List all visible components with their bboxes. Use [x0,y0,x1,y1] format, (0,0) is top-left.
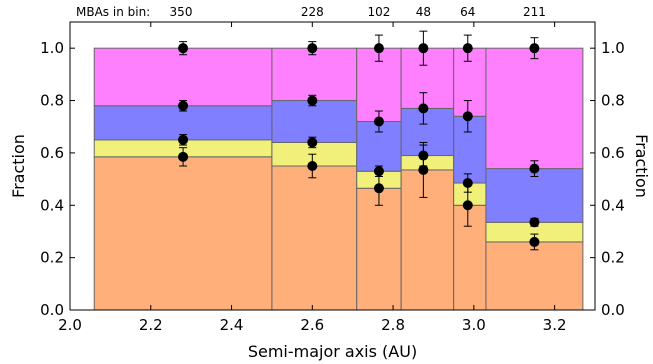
y-tick-label-left: 0.2 [40,249,64,267]
data-point-10 [373,166,384,177]
x-tick-label: 2.4 [220,316,244,334]
bin-count-label: 211 [523,5,546,19]
bar-segment-1-1 [93,156,273,311]
x-tick-label: 2.2 [139,316,163,334]
bar-segment-2-1 [271,165,358,311]
data-point-5 [307,161,318,171]
y-tick-label-left: 0.8 [40,92,64,110]
bar-segment-1-4 [93,47,273,107]
data-point-14 [418,150,429,161]
data-point-22 [529,217,540,228]
axis-ticks [69,22,595,311]
data-point-16 [418,43,429,54]
data-point-6 [307,137,318,148]
data-point-18 [462,178,473,189]
data-point-19 [462,111,473,122]
bar-segment-6-1 [485,241,584,311]
x-tick-label: 3.0 [462,316,486,334]
bar-segment-3-1 [356,187,402,311]
data-point-15 [418,103,429,114]
y-tick-label-right: 1.0 [601,39,625,57]
y-tick-label-left: 0.4 [40,196,64,214]
data-point-7 [307,95,318,106]
data-point-3 [178,100,189,111]
data-point-12 [373,43,384,54]
stacked-bars [93,47,584,311]
x-axis-title: Semi-major axis (AU) [248,342,417,361]
bar-segment-4-4 [400,47,455,109]
bar-segment-4-3 [400,107,455,157]
y-tick-label-right: 0.0 [601,301,625,319]
data-point-17 [462,200,473,211]
bin-count-label: 48 [416,5,431,19]
x-tick-label: 2.0 [58,316,82,334]
y-axis-title-right: Fraction [632,134,651,198]
y-tick-label-left: 1.0 [40,39,64,57]
bar-segment-2-4 [271,47,358,102]
data-point-2 [178,134,189,145]
data-point-13 [418,164,429,175]
bar-segment-5-4 [453,47,487,117]
bar-segment-5-1 [453,204,487,311]
bar-segment-5-3 [453,115,487,184]
data-point-8 [307,43,318,54]
data-point-11 [373,116,384,127]
x-tick-label: 3.2 [543,316,567,334]
x-tick-label: 2.8 [381,316,405,334]
bin-count-label: 102 [367,5,390,19]
top-annotations: MBAs in bin: 350 228 102 48 64 211 [76,5,546,19]
top-annotation-prefix: MBAs in bin: [76,5,150,19]
y-tick-label-right: 0.8 [601,92,625,110]
y-axis-title-left: Fraction [9,134,28,198]
bin-count-label: 64 [460,5,475,19]
data-point-20 [462,43,473,54]
bar-segment-4-1 [400,169,455,311]
bar-segment-6-3 [485,168,584,223]
data-point-1 [178,151,189,162]
data-point-24 [529,43,540,54]
bar-segment-6-4 [485,47,584,170]
plot-frame [69,21,596,311]
y-tick-label-right: 0.2 [601,249,625,267]
y-tick-label-right: 0.4 [601,196,625,214]
bin-count-label: 350 [170,5,193,19]
x-tick-label: 2.6 [300,316,324,334]
data-point-21 [529,236,540,247]
bar-segment-2-3 [271,100,358,143]
data-points [178,43,540,247]
data-point-23 [529,163,540,174]
bin-count-label: 228 [301,5,324,19]
tick-labels: 2.0 2.2 2.4 2.6 2.8 3.0 3.2 0.0 0.0 0.2 0.2 0.4 0.4 0… [40,39,625,334]
y-tick-label-left: 0.6 [40,144,64,162]
data-point-4 [178,43,189,54]
y-tick-label-right: 0.6 [601,144,625,162]
y-tick-label-left: 0.0 [40,301,64,319]
data-point-9 [373,183,384,194]
